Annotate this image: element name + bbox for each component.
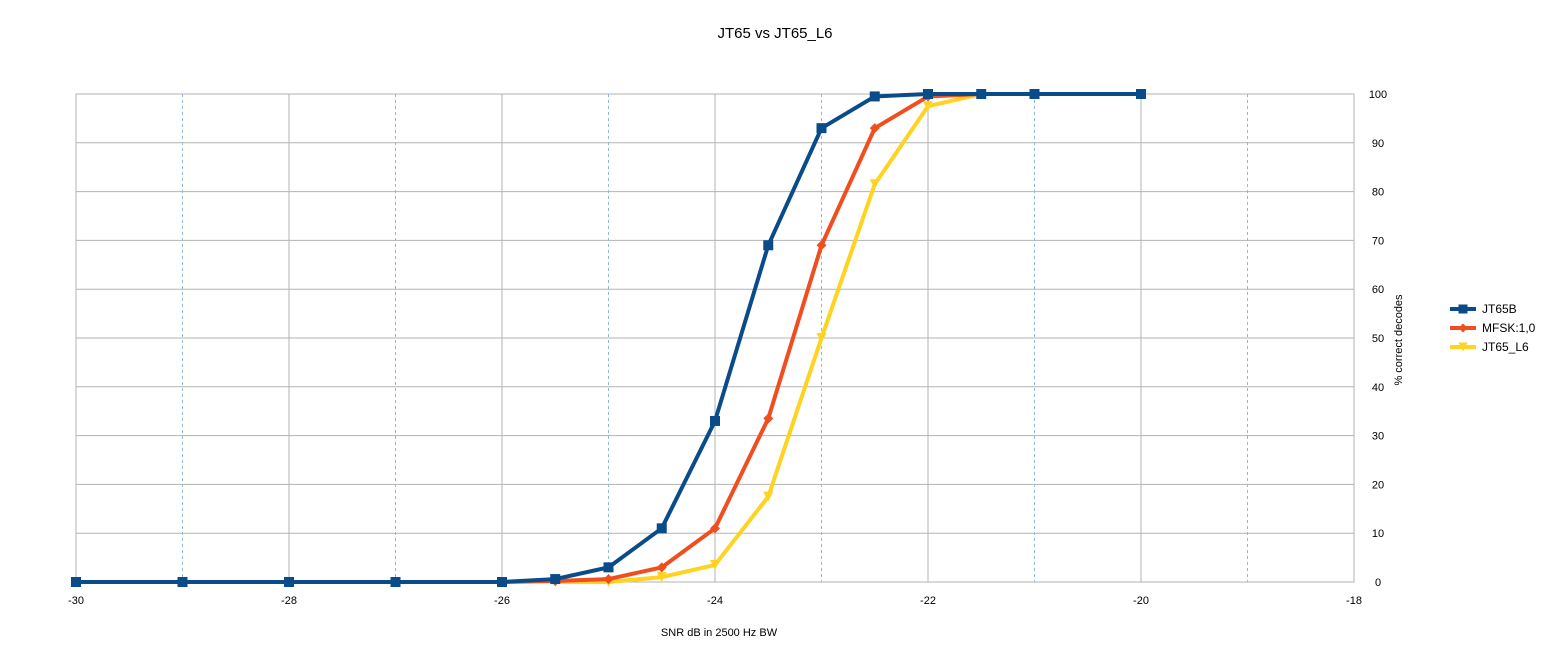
legend-label: JT65B bbox=[1482, 302, 1517, 316]
y-axis-label: % correct decodes bbox=[1393, 294, 1405, 386]
data-point bbox=[550, 574, 561, 585]
data-point bbox=[1029, 89, 1040, 99]
data-point bbox=[710, 523, 720, 534]
y-tick-label: 50 bbox=[1372, 333, 1384, 345]
x-tick-label: -24 bbox=[707, 595, 723, 607]
x-tick-label: -20 bbox=[1133, 595, 1149, 607]
data-point bbox=[71, 577, 81, 587]
data-point bbox=[816, 240, 827, 251]
data-point bbox=[976, 89, 987, 99]
data-point bbox=[923, 101, 933, 112]
data-point bbox=[1458, 304, 1468, 314]
x-axis-label: SNR dB in 2500 Hz BW bbox=[661, 627, 778, 639]
data-point bbox=[763, 413, 774, 424]
data-point bbox=[816, 333, 827, 343]
data-point bbox=[284, 577, 294, 587]
legend-item: JT65B bbox=[1450, 302, 1517, 316]
x-tick-label: -18 bbox=[1346, 595, 1362, 607]
data-point bbox=[763, 240, 774, 251]
data-point bbox=[869, 91, 880, 102]
data-point bbox=[816, 123, 827, 134]
axes: -30 -28 -26 -24 -22 -20 -18 0 10 20 30 40 50 60 70 80 90… bbox=[68, 89, 1387, 607]
data-point bbox=[869, 123, 880, 134]
data-point bbox=[710, 415, 720, 426]
y-tick-label: 0 bbox=[1375, 577, 1381, 589]
x-tick-label: -26 bbox=[494, 595, 510, 607]
data-point bbox=[390, 577, 401, 587]
data-point bbox=[710, 559, 720, 570]
data-point bbox=[656, 562, 667, 573]
legend-label: MFSK:1,0 bbox=[1482, 321, 1536, 335]
data-point bbox=[1136, 89, 1146, 99]
y-tick-label: 10 bbox=[1372, 528, 1384, 540]
x-tick-label: -30 bbox=[68, 595, 84, 607]
legend: JT65B MFSK:1,0 JT65_L6 bbox=[1450, 302, 1536, 354]
y-tick-label: 90 bbox=[1372, 138, 1384, 150]
y-tick-label: 40 bbox=[1372, 382, 1384, 394]
data-point bbox=[656, 572, 667, 583]
data-point bbox=[869, 179, 880, 190]
data-point bbox=[177, 577, 188, 587]
legend-label: JT65_L6 bbox=[1482, 340, 1529, 354]
data-point bbox=[923, 89, 933, 99]
y-tick-label: 80 bbox=[1372, 187, 1384, 199]
data-point bbox=[763, 491, 774, 502]
y-tick-label: 100 bbox=[1369, 89, 1387, 101]
legend-item: MFSK:1,0 bbox=[1450, 321, 1536, 335]
grid bbox=[75, 93, 1355, 583]
data-point bbox=[1458, 342, 1468, 352]
series-layer bbox=[71, 89, 1146, 587]
series-line bbox=[501, 92, 982, 584]
x-tick-label: -28 bbox=[281, 595, 297, 607]
data-point bbox=[656, 523, 667, 534]
data-point bbox=[603, 562, 614, 573]
series-line bbox=[76, 92, 1141, 584]
data-point bbox=[603, 574, 614, 585]
y-tick-label: 70 bbox=[1372, 235, 1384, 247]
data-point bbox=[1458, 323, 1468, 333]
y-tick-label: 20 bbox=[1372, 479, 1384, 491]
data-point bbox=[497, 577, 507, 587]
y-tick-label: 60 bbox=[1372, 284, 1384, 296]
chart-title: JT65 vs JT65_L6 bbox=[717, 25, 832, 42]
legend-item: JT65_L6 bbox=[1450, 340, 1529, 354]
x-tick-label: -22 bbox=[920, 595, 936, 607]
series-jt65b bbox=[71, 89, 1146, 587]
y-tick-label: 30 bbox=[1372, 431, 1384, 443]
